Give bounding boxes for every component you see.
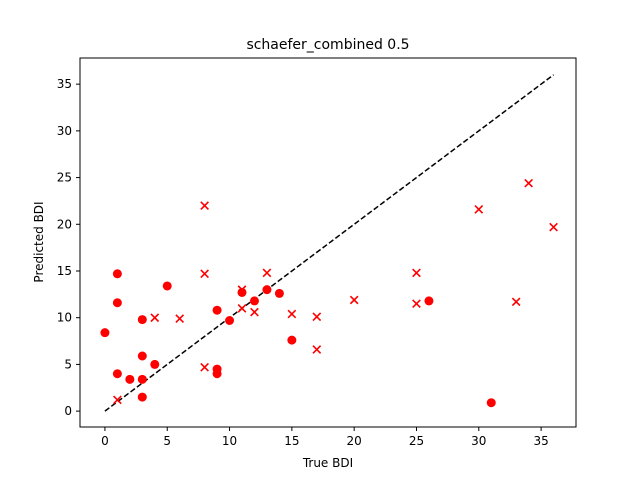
data-point-circle [287, 335, 297, 345]
data-point-x [312, 312, 322, 322]
data-point-x [412, 299, 421, 309]
data-point-circle [486, 398, 496, 408]
x-tick-label: 10 [222, 434, 237, 448]
x-tick-label: 5 [163, 434, 171, 448]
x-axis-label: True BDI [302, 456, 353, 470]
data-point-circle [162, 281, 172, 291]
data-point-x [349, 295, 359, 305]
x-tick-label: 15 [284, 434, 299, 448]
data-point-x [262, 268, 272, 278]
data-point-x [200, 362, 209, 372]
data-point-x [412, 268, 421, 278]
y-tick-label: 10 [57, 311, 72, 325]
data-point-circle [112, 369, 122, 379]
data-point-circle [212, 369, 222, 379]
y-tick-label: 30 [57, 124, 72, 138]
x-tick-label: 20 [347, 434, 362, 448]
chart-title: schaefer_combined 0.5 [246, 37, 409, 53]
data-point-x [287, 309, 297, 319]
y-tick-label: 20 [57, 217, 72, 231]
data-point-circle [137, 374, 147, 384]
y-tick-label: 0 [64, 404, 72, 418]
y-tick-label: 15 [57, 264, 72, 278]
data-point-x [312, 345, 322, 354]
data-point-circle [249, 296, 259, 306]
axis-ticks: 0 5 10 15 20 25 30 35 0 5 10 15 20 25 30 35 [57, 77, 549, 448]
data-point-x [237, 285, 247, 295]
reference-line [104, 74, 555, 412]
data-point-x [150, 313, 160, 323]
data-point-circle [112, 298, 122, 308]
data-point-circle [225, 316, 235, 326]
data-point-circle [150, 359, 160, 369]
data-point-circle [424, 296, 434, 306]
x-tick-label: 30 [471, 434, 486, 448]
data-point-x [474, 204, 484, 214]
data-point-circle [112, 269, 122, 279]
data-point-circle [137, 351, 147, 361]
data-point-circle [262, 285, 272, 295]
data-point-x [511, 297, 521, 307]
plot-area [100, 74, 558, 412]
data-point-x [175, 314, 185, 324]
data-point-x [250, 307, 259, 317]
x-tick-label: 0 [101, 434, 109, 448]
data-point-circle [137, 392, 147, 402]
data-point-x [524, 178, 534, 188]
data-point-x [200, 201, 209, 210]
data-point-x [237, 303, 247, 313]
data-point-x [549, 222, 558, 232]
y-tick-label: 35 [57, 77, 72, 91]
x-tick-label: 25 [409, 434, 424, 448]
data-point-circle [125, 374, 135, 384]
data-point-circle [212, 305, 222, 315]
data-point-circle [100, 328, 110, 338]
data-point-circle [137, 315, 147, 325]
data-point-x [113, 395, 122, 405]
y-axis-label: Predicted BDI [32, 201, 46, 282]
plot-frame [79, 57, 577, 428]
data-point-circle [237, 287, 247, 297]
y-tick-label: 25 [57, 171, 72, 185]
data-point-circle [274, 288, 284, 298]
x-tick-label: 35 [533, 434, 548, 448]
y-tick-label: 5 [64, 357, 72, 371]
data-point-x [200, 269, 209, 279]
